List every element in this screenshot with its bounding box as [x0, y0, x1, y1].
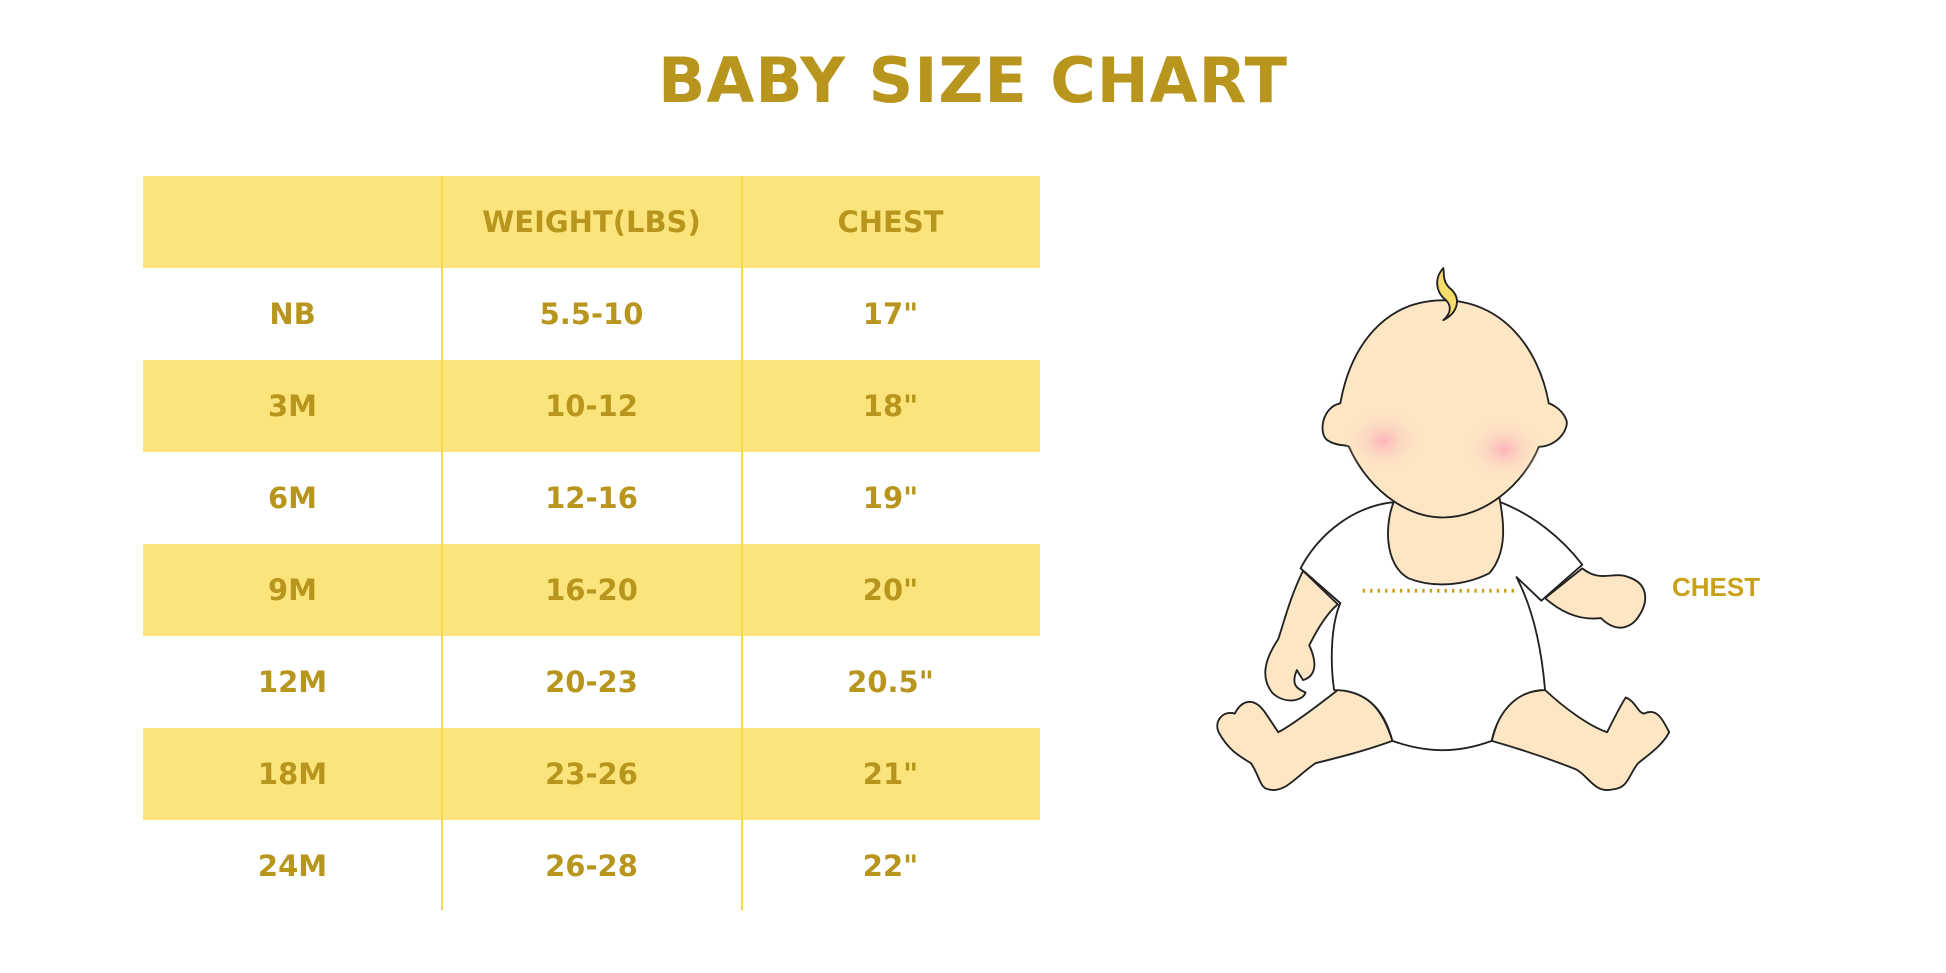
weight-cell: 10-12	[545, 389, 638, 423]
size-cell: 12M	[257, 665, 328, 699]
table-header: WEIGHT(LBS) CHEST	[143, 176, 1040, 268]
header-chest: CHEST	[837, 205, 944, 239]
left-cheek-blush	[1344, 408, 1424, 473]
size-cell: 3M	[267, 389, 318, 423]
table-row: 9M 16-20 20"	[143, 544, 1040, 636]
column-divider	[741, 176, 743, 910]
left-arm	[1264, 569, 1339, 702]
right-arm	[1544, 567, 1646, 629]
chest-cell: 19"	[862, 481, 919, 515]
page-title: BABY SIZE CHART	[658, 44, 1288, 117]
chest-label: CHEST	[1672, 572, 1761, 602]
chest-cell: 17"	[862, 297, 919, 331]
right-cheek-blush	[1464, 416, 1544, 482]
bodysuit	[1299, 501, 1584, 752]
chest-cell: 20"	[862, 573, 919, 607]
left-leg	[1216, 689, 1394, 792]
hair-curl	[1436, 267, 1458, 322]
size-cell: 24M	[257, 849, 328, 883]
header-weight: WEIGHT(LBS)	[482, 205, 701, 239]
weight-cell: 20-23	[545, 665, 638, 699]
chest-cell: 18"	[862, 389, 919, 423]
size-cell: NB	[269, 297, 316, 331]
chest-cell: 21"	[862, 757, 919, 791]
chest-cell: 22"	[862, 849, 919, 883]
weight-cell: 26-28	[545, 849, 638, 883]
table-row: NB 5.5-10 17"	[143, 268, 1040, 360]
table-row: 24M 26-28 22"	[143, 820, 1040, 912]
weight-cell: 12-16	[545, 481, 638, 515]
head	[1321, 299, 1568, 519]
table-row: 3M 10-12 18"	[143, 360, 1040, 452]
weight-cell: 16-20	[545, 573, 638, 607]
weight-cell: 23-26	[545, 757, 638, 791]
table-row: 12M 20-23 20.5"	[143, 636, 1040, 728]
size-cell: 6M	[267, 481, 318, 515]
column-divider	[441, 176, 443, 910]
size-cell: 9M	[267, 573, 318, 607]
size-table: WEIGHT(LBS) CHEST NB 5.5-10 17" 3M 10-12 18" 6…	[143, 176, 1040, 912]
table-row: 18M 23-26 21"	[143, 728, 1040, 820]
right-leg	[1490, 689, 1671, 792]
table-row: 6M 12-16 19"	[143, 452, 1040, 544]
neck	[1387, 495, 1505, 586]
chest-cell: 20.5"	[847, 665, 934, 699]
size-cell: 18M	[257, 757, 328, 791]
weight-cell: 5.5-10	[539, 297, 644, 331]
